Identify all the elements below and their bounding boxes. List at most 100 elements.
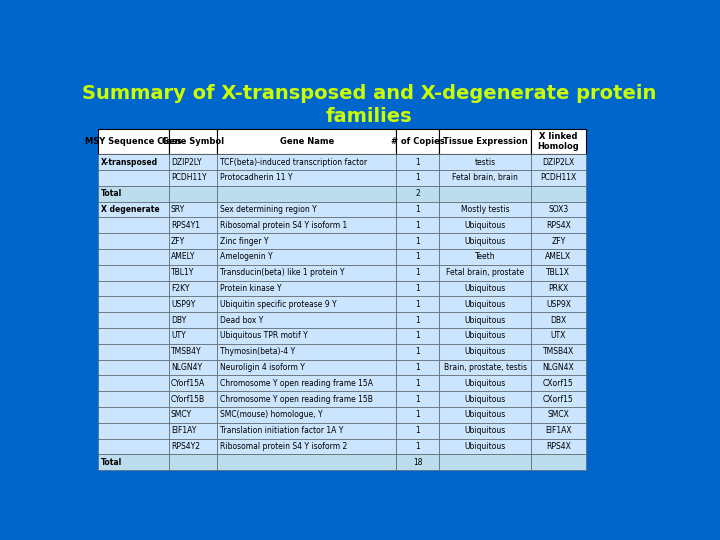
Bar	[99, 423, 168, 438]
Bar	[217, 391, 396, 407]
Bar	[439, 328, 531, 344]
Bar	[531, 344, 585, 360]
Text: RPS4X: RPS4X	[546, 442, 571, 451]
Text: 1: 1	[415, 252, 420, 261]
Text: 1: 1	[415, 284, 420, 293]
Text: TMSB4Y: TMSB4Y	[171, 347, 202, 356]
Text: CYorf15B: CYorf15B	[171, 395, 205, 403]
Bar	[531, 312, 585, 328]
Bar	[168, 344, 217, 360]
Bar	[396, 391, 439, 407]
Text: 1: 1	[415, 221, 420, 230]
Text: Neuroligin 4 isoform Y: Neuroligin 4 isoform Y	[220, 363, 305, 372]
Bar	[168, 454, 217, 470]
Text: Chromosome Y open reading frame 15A: Chromosome Y open reading frame 15A	[220, 379, 373, 388]
Text: RPS4X: RPS4X	[546, 221, 571, 230]
Bar	[217, 344, 396, 360]
Bar	[99, 375, 168, 391]
Text: 1: 1	[415, 379, 420, 388]
Bar	[396, 423, 439, 438]
Bar	[168, 281, 217, 296]
Bar	[531, 170, 585, 186]
Text: Brain, prostate, testis: Brain, prostate, testis	[444, 363, 527, 372]
Bar	[99, 265, 168, 281]
Text: # of Copies: # of Copies	[391, 137, 444, 146]
Bar	[396, 375, 439, 391]
Bar	[99, 249, 168, 265]
Bar	[531, 454, 585, 470]
Bar	[217, 233, 396, 249]
Bar	[217, 407, 396, 423]
Bar	[439, 170, 531, 186]
Bar	[396, 281, 439, 296]
Bar	[439, 201, 531, 218]
Text: SMCX: SMCX	[547, 410, 570, 420]
Text: X degenerate: X degenerate	[101, 205, 159, 214]
Bar	[168, 391, 217, 407]
Bar	[439, 129, 531, 154]
Text: Fetal brain, prostate: Fetal brain, prostate	[446, 268, 524, 277]
Bar	[439, 344, 531, 360]
Bar	[217, 201, 396, 218]
Bar	[396, 186, 439, 201]
Bar	[99, 281, 168, 296]
Text: 1: 1	[415, 205, 420, 214]
Text: Ubiquitous: Ubiquitous	[464, 284, 506, 293]
Bar	[168, 170, 217, 186]
Bar	[217, 423, 396, 438]
Bar	[168, 360, 217, 375]
Text: USP9X: USP9X	[546, 300, 571, 309]
Text: Translation initiation factor 1A Y: Translation initiation factor 1A Y	[220, 426, 343, 435]
Bar	[99, 344, 168, 360]
Text: ZFY: ZFY	[552, 237, 566, 246]
Bar	[168, 375, 217, 391]
Bar	[396, 360, 439, 375]
Text: 1: 1	[415, 268, 420, 277]
Text: Transducin(beta) like 1 protein Y: Transducin(beta) like 1 protein Y	[220, 268, 344, 277]
Bar	[168, 407, 217, 423]
Text: Gene Symbol: Gene Symbol	[162, 137, 224, 146]
Bar	[396, 407, 439, 423]
Text: Ubiquitous: Ubiquitous	[464, 221, 506, 230]
Bar	[168, 154, 217, 170]
Bar	[99, 129, 168, 154]
Bar	[531, 201, 585, 218]
Text: NLGN4X: NLGN4X	[543, 363, 575, 372]
Text: CXorf15: CXorf15	[543, 395, 574, 403]
Bar	[531, 375, 585, 391]
Text: EIF1AY: EIF1AY	[171, 426, 197, 435]
Text: SOX3: SOX3	[549, 205, 569, 214]
Bar	[396, 296, 439, 312]
Text: RPS4Y1: RPS4Y1	[171, 221, 200, 230]
Bar	[439, 407, 531, 423]
Bar	[396, 218, 439, 233]
Text: 1: 1	[415, 173, 420, 183]
Bar	[531, 438, 585, 454]
Bar	[396, 170, 439, 186]
Bar	[217, 186, 396, 201]
Bar	[168, 129, 217, 154]
Bar	[99, 186, 168, 201]
Text: AMELY: AMELY	[171, 252, 195, 261]
Text: Gene Name: Gene Name	[279, 137, 334, 146]
Bar	[99, 154, 168, 170]
Bar	[99, 328, 168, 344]
Text: Ribosomal protein S4 Y isoform 1: Ribosomal protein S4 Y isoform 1	[220, 221, 347, 230]
Text: 1: 1	[415, 426, 420, 435]
Bar	[439, 154, 531, 170]
Bar	[439, 186, 531, 201]
Text: Ubiquitous: Ubiquitous	[464, 379, 506, 388]
Bar	[396, 129, 439, 154]
Text: F2KY: F2KY	[171, 284, 189, 293]
Text: Ubiquitous: Ubiquitous	[464, 315, 506, 325]
Bar	[168, 296, 217, 312]
Text: CXorf15: CXorf15	[543, 379, 574, 388]
Text: Total: Total	[101, 189, 122, 198]
Text: TCF(beta)-induced transcription factor: TCF(beta)-induced transcription factor	[220, 158, 366, 167]
Text: Ubiquitous: Ubiquitous	[464, 395, 506, 403]
Bar	[217, 218, 396, 233]
Text: Ribosomal protein S4 Y isoform 2: Ribosomal protein S4 Y isoform 2	[220, 442, 347, 451]
Text: 2: 2	[415, 189, 420, 198]
Bar	[168, 249, 217, 265]
Bar	[99, 218, 168, 233]
